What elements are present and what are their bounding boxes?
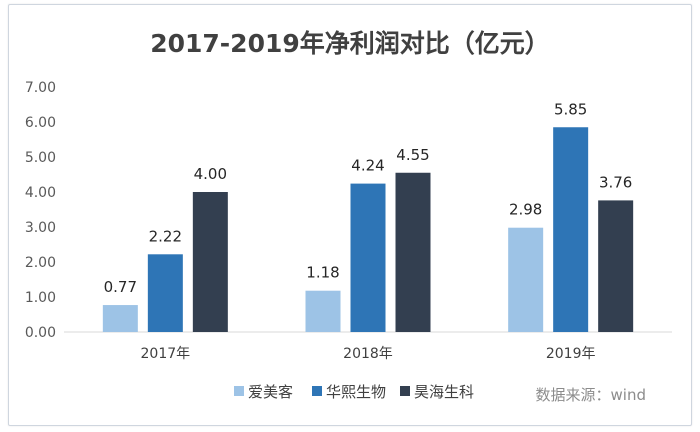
x-axis-labels: 2017年 2018年 2019年 [141, 346, 596, 362]
bar [350, 183, 386, 332]
data-label: 2.98 [509, 201, 542, 219]
x-category-label: 2017年 [141, 346, 191, 362]
bar [147, 254, 183, 332]
legend: 爱美客 华熙生物 昊海生科 [234, 383, 474, 401]
data-label: 1.18 [306, 264, 339, 282]
data-label: 5.85 [554, 100, 587, 118]
y-tick-label: 6.00 [25, 115, 56, 131]
bars-group: 0.77 2.22 4.00 1.18 4.24 4.55 2.98 5.85 3.76 [102, 100, 634, 332]
y-tick-label: 3.00 [25, 220, 56, 236]
data-label: 2.22 [149, 227, 182, 245]
data-label: 3.76 [599, 173, 632, 191]
source-note: 数据来源：wind [536, 386, 646, 404]
bar [102, 305, 138, 332]
bar [395, 172, 431, 332]
y-tick-label: 2.00 [25, 255, 56, 271]
x-category-label: 2018年 [343, 346, 393, 362]
data-label: 0.77 [104, 278, 137, 296]
y-axis-ticks: 0.00 1.00 2.00 3.00 4.00 5.00 6.00 7.00 [25, 80, 56, 341]
bar [508, 227, 544, 332]
chart-title: 2017-2019年净利润对比（亿元） [150, 29, 550, 58]
data-label: 4.00 [194, 165, 227, 183]
y-tick-label: 0.00 [25, 325, 56, 341]
y-tick-label: 4.00 [25, 185, 56, 201]
data-label: 4.24 [351, 157, 384, 175]
y-tick-label: 7.00 [25, 80, 56, 96]
legend-label: 华熙生物 [326, 383, 386, 401]
bar [553, 127, 589, 332]
legend-swatch [234, 386, 244, 396]
x-category-label: 2019年 [546, 346, 596, 362]
y-tick-label: 5.00 [25, 150, 56, 166]
bar [305, 290, 341, 332]
bar [192, 192, 228, 332]
y-tick-label: 1.00 [25, 290, 56, 306]
legend-swatch [312, 386, 322, 396]
legend-swatch [400, 386, 410, 396]
bar [598, 200, 634, 332]
legend-label: 爱美客 [248, 383, 293, 401]
legend-label: 昊海生科 [414, 383, 474, 401]
data-label: 4.55 [396, 146, 429, 164]
